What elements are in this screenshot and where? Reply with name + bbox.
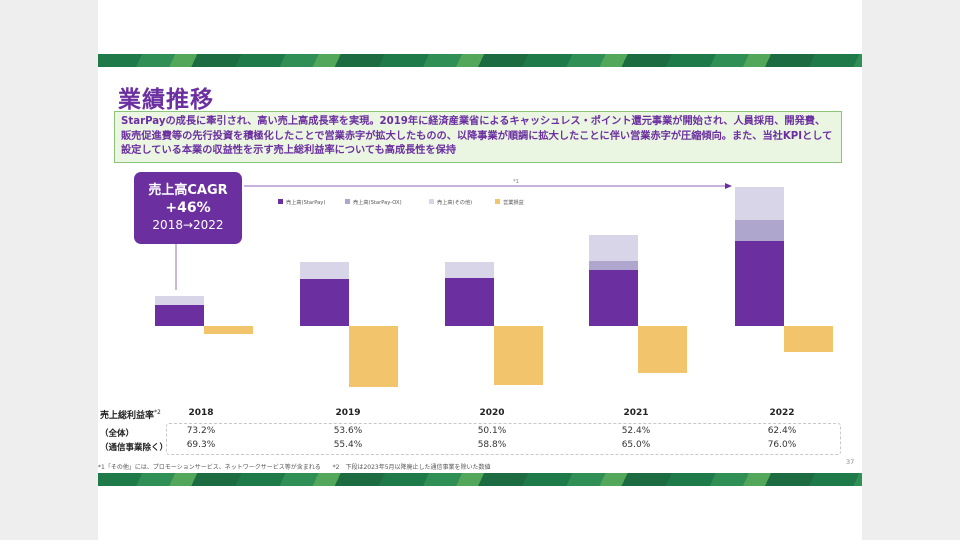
bar-starpay-2021	[589, 270, 638, 326]
bar-chart: *1 売上高(StarPay) 売上高(StarPay-OX) 売上高(その他) 営業損…	[155, 179, 833, 387]
cagr-arrow-head	[725, 183, 732, 189]
gross-margin-header: 売上総利益率*2	[100, 408, 161, 421]
year-label-2022: 2022	[769, 408, 795, 418]
page-title: 業績推移	[118, 87, 214, 113]
bar-starpay-2020	[445, 278, 494, 326]
margin-excl-2020: 58.8%	[477, 440, 507, 450]
cagr-period: 2018→2022	[152, 218, 224, 232]
cagr-value: +46%	[165, 200, 211, 216]
bottom-decorative-band	[98, 473, 862, 486]
top-decorative-band	[98, 54, 862, 67]
summary-box: StarPayの成長に牽引され、高い売上高成長率を実現。2019年に経済産業省に…	[114, 111, 842, 163]
bar-operating-loss-2022	[784, 326, 833, 352]
bar-operating-loss-2018	[204, 326, 253, 334]
cagr-arrow-note: *1	[513, 179, 519, 185]
bar-starpay-2018	[155, 305, 204, 326]
cagr-callout: 売上高CAGR +46% 2018→2022	[134, 172, 242, 244]
margin-excl-2021: 65.0%	[621, 440, 651, 450]
cagr-label: 売上高CAGR	[148, 183, 228, 198]
footnote-2: *2 下段は2023年5月以降廃止した通信事業を除いた数値	[332, 464, 491, 471]
bar-other-2019	[300, 262, 349, 279]
gross-margin-table-frame	[166, 423, 841, 455]
bar-starpay-ox-2022	[735, 220, 784, 241]
bar-operating-loss-2021	[638, 326, 687, 373]
bar-other-2020	[445, 262, 494, 278]
gross-margin-header-sup: *2	[154, 409, 161, 416]
legend-label-1: 売上高(StarPay-OX)	[353, 198, 402, 206]
margin-excl-2018: 69.3%	[186, 440, 216, 450]
bar-other-2018	[155, 296, 204, 305]
slide: 業績推移 StarPayの成長に牽引され、高い売上高成長率を実現。2019年に経…	[98, 0, 862, 540]
year-label-2018: 2018	[188, 408, 214, 418]
margin-excl-2019: 55.4%	[333, 440, 363, 450]
bar-operating-loss-2019	[349, 326, 398, 387]
legend-swatch-1	[345, 199, 350, 204]
legend-swatch-2	[429, 199, 434, 204]
bar-starpay-ox-2021	[589, 261, 638, 270]
legend-label-2: 売上高(その他)	[437, 198, 472, 206]
footnotes: *1「その他」には、プロモーションサービス、ネットワークサービス等が含まれる *…	[98, 462, 491, 471]
legend-swatch-0	[278, 199, 283, 204]
margin-total-2022: 62.4%	[767, 426, 797, 436]
margin-total-2018: 73.2%	[186, 426, 216, 436]
margin-total-2019: 53.6%	[333, 426, 363, 436]
page-number: 37	[846, 458, 855, 466]
margin-excl-2022: 76.0%	[767, 440, 797, 450]
legend-label-3: 営業損益	[503, 198, 524, 206]
gross-margin-header-label: 売上総利益率	[100, 411, 155, 421]
year-label-2021: 2021	[623, 408, 649, 418]
bar-other-2021	[589, 235, 638, 261]
year-label-2020: 2020	[479, 408, 505, 418]
bar-other-2022	[735, 187, 784, 220]
row-label-total: （全体）	[100, 429, 135, 439]
year-label-2019: 2019	[335, 408, 361, 418]
bar-starpay-2022	[735, 241, 784, 326]
bar-operating-loss-2020	[494, 326, 543, 385]
bar-starpay-2019	[300, 279, 349, 326]
row-label-excl-telecom: （通信事業除く）	[100, 443, 169, 453]
margin-total-2020: 50.1%	[477, 426, 507, 436]
margin-total-2021: 52.4%	[621, 426, 651, 436]
legend-swatch-3	[495, 199, 500, 204]
footnote-1: *1「その他」には、プロモーションサービス、ネットワークサービス等が含まれる	[98, 464, 321, 471]
legend-label-0: 売上高(StarPay)	[286, 198, 325, 206]
